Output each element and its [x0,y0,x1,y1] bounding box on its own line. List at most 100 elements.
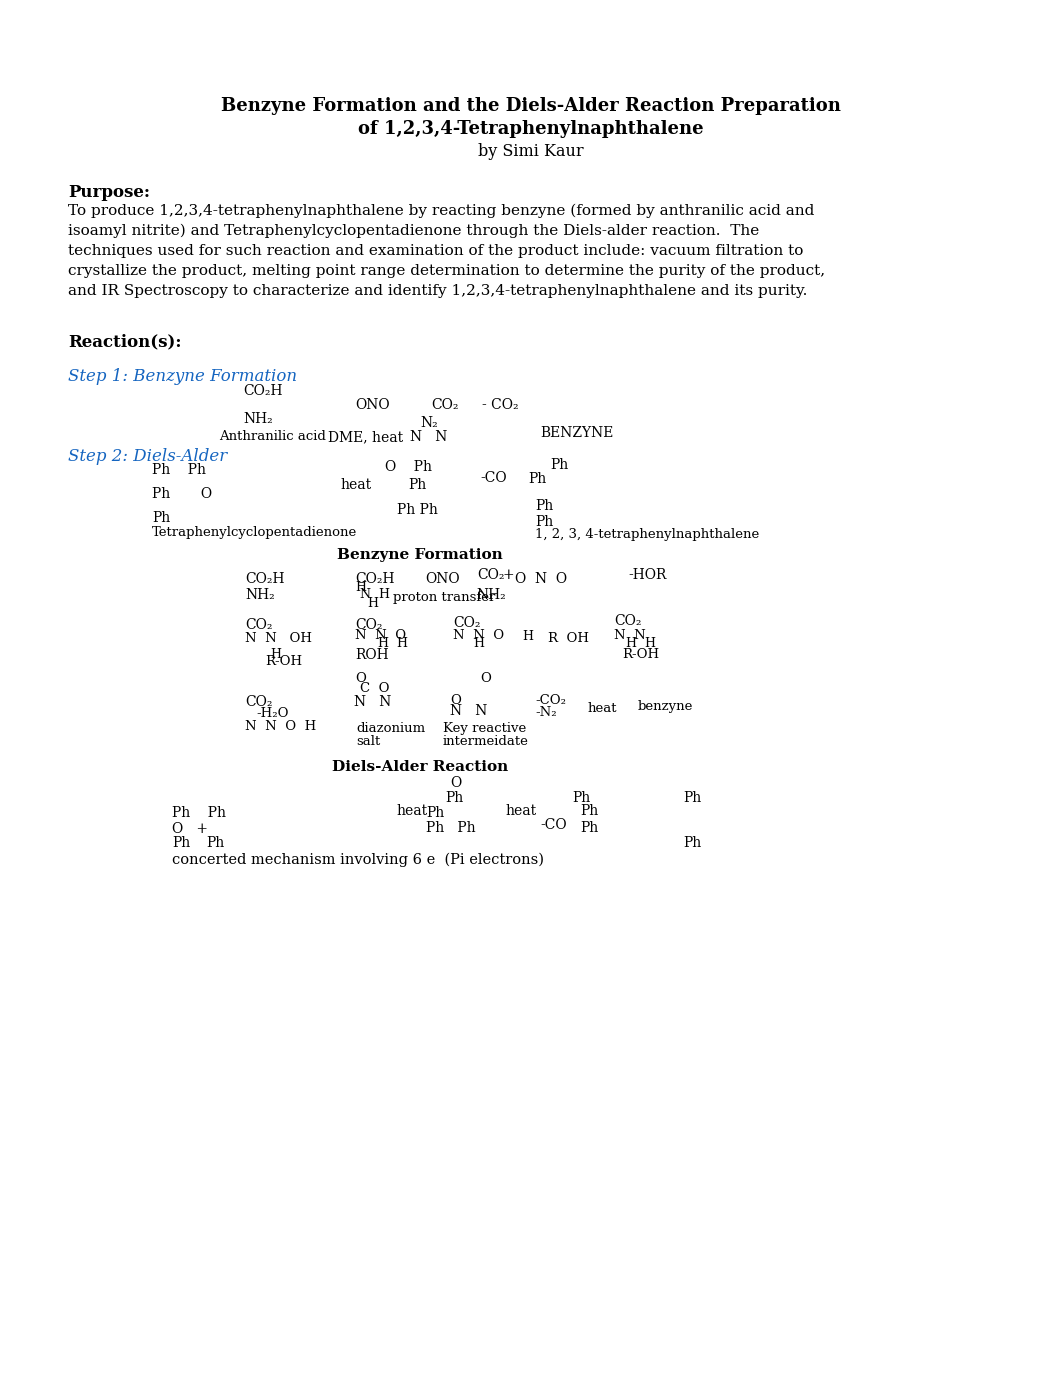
Text: -CO₂: -CO₂ [535,694,566,706]
Text: CO₂: CO₂ [355,618,382,632]
Text: O: O [450,777,461,790]
Text: Benzyne Formation: Benzyne Formation [337,548,503,562]
Text: -CO: -CO [480,471,507,485]
Text: N₂: N₂ [419,416,438,430]
Text: NH₂: NH₂ [476,588,506,602]
Text: Purpose:: Purpose: [68,185,150,201]
Text: H: H [270,649,281,661]
Text: O    Ph: O Ph [386,460,432,474]
Text: CO₂: CO₂ [453,616,480,631]
Text: H  H: H H [626,638,656,650]
Text: H: H [523,631,533,643]
Text: O: O [480,672,491,684]
Text: CO₂H: CO₂H [355,571,394,587]
Text: N   N: N N [450,704,487,717]
Text: +: + [503,567,515,582]
Text: ROH: ROH [355,649,389,662]
Text: N  N: N N [614,629,646,642]
Text: N   N: N N [354,695,392,709]
Text: Ph: Ph [535,498,553,514]
Text: Step 1: Benzyne Formation: Step 1: Benzyne Formation [68,368,297,386]
Text: CO₂H: CO₂H [243,384,282,398]
Text: N  N  O: N N O [453,629,504,642]
Text: by Simi Kaur: by Simi Kaur [478,143,584,160]
Text: H: H [473,638,484,650]
Text: heat: heat [340,478,371,492]
Text: N  N   OH: N N OH [245,632,312,644]
Text: techniques used for such reaction and examination of the product include: vacuum: techniques used for such reaction and ex… [68,244,803,257]
Text: N  H: N H [360,588,390,600]
Text: concerted mechanism involving 6 e  (Pi electrons): concerted mechanism involving 6 e (Pi el… [172,852,544,868]
Text: Ph: Ph [535,515,553,529]
Text: Ph: Ph [580,821,598,834]
Text: CO₂: CO₂ [614,614,641,628]
Text: H: H [367,598,378,610]
Text: Ph: Ph [572,790,590,806]
Text: Ph: Ph [683,836,701,850]
Text: Ph: Ph [408,478,426,492]
Text: O: O [355,672,366,684]
Text: Ph: Ph [152,511,170,525]
Text: BENZYNE: BENZYNE [539,425,614,441]
Text: N   N: N N [410,430,447,443]
Text: ONO: ONO [355,398,390,412]
Text: heat: heat [588,702,617,715]
Text: -CO: -CO [539,818,567,832]
Text: Diels-Alder Reaction: Diels-Alder Reaction [331,760,508,774]
Text: O   +: O + [172,822,208,836]
Text: diazonium: diazonium [356,722,425,735]
Text: CO₂: CO₂ [245,618,273,632]
Text: Ph   Ph: Ph Ph [426,821,476,834]
Text: N  N  O: N N O [355,629,406,642]
Text: of 1,2,3,4-Tetraphenylnaphthalene: of 1,2,3,4-Tetraphenylnaphthalene [358,120,704,138]
Text: CO₂: CO₂ [431,398,459,412]
Text: R  OH: R OH [548,632,589,644]
Text: To produce 1,2,3,4-tetraphenylnaphthalene by reacting benzyne (formed by anthran: To produce 1,2,3,4-tetraphenylnaphthalen… [68,204,815,219]
Text: ONO: ONO [425,571,460,587]
Text: Ph: Ph [683,790,701,806]
Text: -H₂O: -H₂O [256,706,289,720]
Text: Ph    Ph: Ph Ph [172,806,226,819]
Text: Reaction(s):: Reaction(s): [68,333,182,350]
Text: DME, heat: DME, heat [328,430,404,443]
Text: O  N  O: O N O [515,571,567,587]
Text: NH₂: NH₂ [245,588,275,602]
Text: Step 2: Diels-Alder: Step 2: Diels-Alder [68,448,227,465]
Text: Ph    Ph: Ph Ph [152,463,206,476]
Text: salt: salt [356,735,380,748]
Text: Key reactive: Key reactive [443,722,527,735]
Text: proton transfer: proton transfer [393,591,495,605]
Text: Ph: Ph [528,472,546,486]
Text: CO₂H: CO₂H [245,571,285,587]
Text: Ph: Ph [445,790,463,806]
Text: C  O: C O [360,682,390,695]
Text: Anthranilic acid: Anthranilic acid [219,430,326,443]
Text: Ph: Ph [426,806,444,819]
Text: heat: heat [506,804,536,818]
Text: and IR Spectroscopy to characterize and identify 1,2,3,4-tetraphenylnaphthalene : and IR Spectroscopy to characterize and … [68,284,807,297]
Text: N  N  O  H: N N O H [245,720,316,733]
Text: O: O [450,694,461,706]
Text: -HOR: -HOR [628,567,666,582]
Text: benzyne: benzyne [638,700,693,713]
Text: R-OH: R-OH [622,649,660,661]
Text: H  H: H H [378,638,408,650]
Text: Ph: Ph [172,836,190,850]
Text: CO₂: CO₂ [245,695,273,709]
Text: Ph       O: Ph O [152,487,212,501]
Text: R-OH: R-OH [266,655,302,668]
Text: heat: heat [396,804,427,818]
Text: 1, 2, 3, 4-tetraphenylnaphthalene: 1, 2, 3, 4-tetraphenylnaphthalene [535,527,759,541]
Text: Ph Ph: Ph Ph [397,503,438,516]
Text: Ph: Ph [580,804,598,818]
Text: crystallize the product, melting point range determination to determine the puri: crystallize the product, melting point r… [68,264,825,278]
Text: Ph: Ph [550,459,568,472]
Text: NH₂: NH₂ [243,412,273,425]
Text: Ph: Ph [206,836,224,850]
Text: Tetraphenylcyclopentadienone: Tetraphenylcyclopentadienone [152,526,357,538]
Text: isoamyl nitrite) and Tetraphenylcyclopentadienone through the Diels-alder reacti: isoamyl nitrite) and Tetraphenylcyclopen… [68,224,759,238]
Text: -N₂: -N₂ [535,706,556,719]
Text: - CO₂: - CO₂ [482,398,518,412]
Text: Benzyne Formation and the Diels-Alder Reaction Preparation: Benzyne Formation and the Diels-Alder Re… [221,96,841,116]
Text: intermeidate: intermeidate [443,735,529,748]
